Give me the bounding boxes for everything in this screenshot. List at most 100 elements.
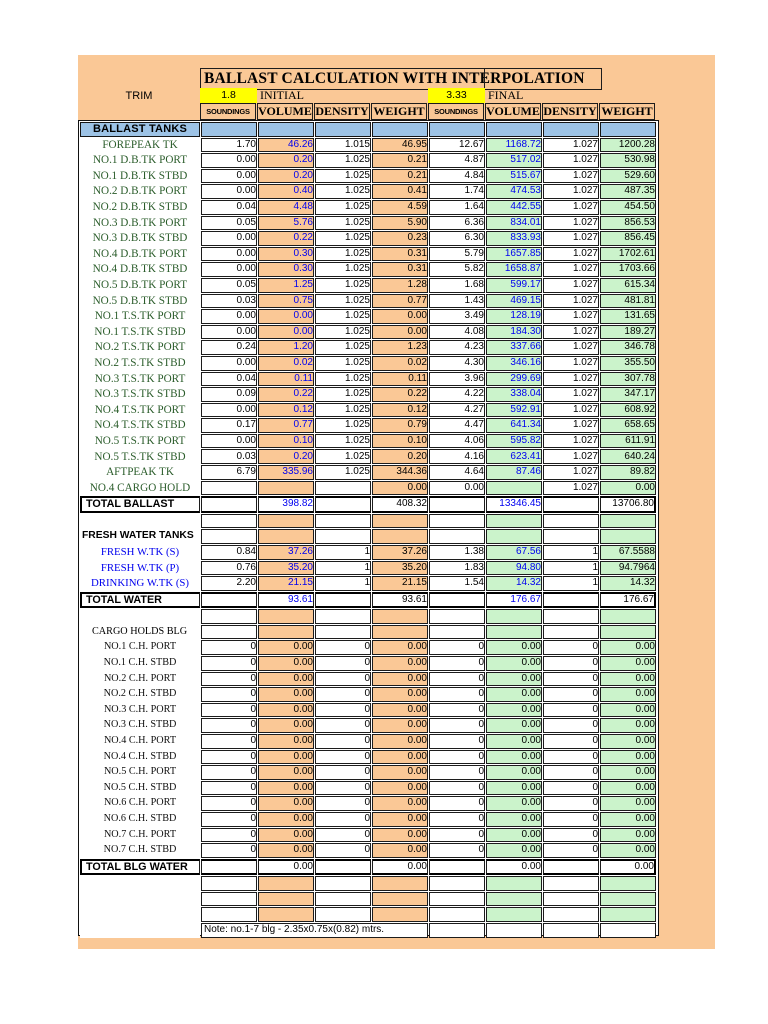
cell — [258, 907, 314, 922]
cell: 0.77 — [372, 293, 428, 309]
cell: 1.027 — [543, 355, 599, 371]
cell: 398.82 — [258, 496, 314, 513]
cell: 0.84 — [201, 544, 257, 560]
cell: 1703.66 — [600, 262, 656, 277]
cell: 0 — [429, 796, 485, 811]
cell — [201, 529, 257, 544]
cell — [429, 923, 485, 938]
cell: 2.20 — [201, 576, 257, 591]
cell — [543, 609, 599, 624]
cell — [258, 122, 314, 137]
cell: 0.10 — [258, 433, 314, 449]
cell: 1.025 — [315, 387, 371, 402]
table-row: NO.3 D.B.TK PORT 0.05 5.76 1.025 5.90 6.36 834… — [80, 215, 656, 231]
cell: 0.00 — [201, 402, 257, 418]
cell: 1.025 — [315, 246, 371, 262]
cell: 1.025 — [315, 231, 371, 246]
cell: 1.027 — [543, 215, 599, 231]
cell — [258, 529, 314, 544]
cell: 1.027 — [543, 433, 599, 449]
cell: 0 — [543, 796, 599, 811]
cell: 0.02 — [372, 355, 428, 371]
cell: 1.025 — [315, 184, 371, 199]
cell: 1.027 — [543, 153, 599, 168]
cell: 0.00 — [600, 749, 656, 765]
row-label: NO.3 C.H. PORT — [80, 702, 200, 718]
cell: 0 — [543, 765, 599, 780]
cell: 608.92 — [600, 402, 656, 418]
cell — [543, 923, 599, 938]
cell: 0 — [429, 843, 485, 858]
row-label: NO.4 CARGO HOLD — [80, 480, 200, 496]
cell: 0.00 — [201, 168, 257, 184]
row-label — [80, 609, 200, 624]
cell: 37.26 — [372, 544, 428, 560]
cell: 1.027 — [543, 418, 599, 433]
cell — [315, 876, 371, 891]
cell — [258, 891, 314, 907]
cell: 189.27 — [600, 324, 656, 340]
trim-initial-value: 1.8 — [200, 88, 257, 103]
cell: 0 — [201, 702, 257, 718]
cell: 4.59 — [372, 199, 428, 215]
table-row: FRESH W.TK (S) 0.84 37.26 1 37.26 1.38 67.56 1 6… — [80, 544, 656, 560]
cell: 0 — [201, 811, 257, 827]
cell: 0.00 — [600, 780, 656, 796]
cell: 0.03 — [201, 293, 257, 309]
cell: 0.00 — [372, 843, 428, 858]
row-label — [80, 923, 200, 938]
table-row: NO.4 D.B.TK STBD 0.00 0.30 1.025 0.31 5.82 165… — [80, 262, 656, 277]
cell: 0.00 — [600, 796, 656, 811]
cell: 3.49 — [429, 309, 485, 324]
cell: 5.90 — [372, 215, 428, 231]
cell: 0.02 — [258, 355, 314, 371]
cell — [429, 891, 485, 907]
cell: 4.06 — [429, 433, 485, 449]
cell: 0 — [315, 843, 371, 858]
row-label: NO.4 C.H. PORT — [80, 733, 200, 749]
row-label: NO.4 T.S.TK PORT — [80, 402, 200, 418]
cell: 4.64 — [429, 465, 485, 480]
table-row — [80, 513, 656, 529]
cell — [600, 529, 656, 544]
cell: 599.17 — [486, 277, 542, 293]
cell: 0.00 — [372, 480, 428, 496]
title-cell-divider — [484, 68, 485, 90]
cell — [372, 891, 428, 907]
table-row: NO.4 CARGO HOLD 0.00 0.00 1.027 0.00 — [80, 480, 656, 496]
cell: 89.82 — [600, 465, 656, 480]
cell: 0.00 — [372, 780, 428, 796]
table-row: NO.1 D.B.TK PORT 0.00 0.20 1.025 0.21 4.87 517… — [80, 153, 656, 168]
cell: 93.61 — [258, 591, 314, 609]
cell: 337.66 — [486, 340, 542, 355]
cell: 338.04 — [486, 387, 542, 402]
cell: 0.12 — [372, 402, 428, 418]
cell: 6.30 — [429, 231, 485, 246]
cell — [486, 513, 542, 529]
cell: 346.78 — [600, 340, 656, 355]
cell: 35.20 — [372, 560, 428, 576]
table-row: NO.1 D.B.TK STBD 0.00 0.20 1.025 0.21 4.84 515… — [80, 168, 656, 184]
table-row: BALLAST TANKS — [80, 122, 656, 137]
cell: 0.00 — [258, 811, 314, 827]
cell: 0.22 — [258, 231, 314, 246]
cell: 0 — [543, 687, 599, 702]
ballast-table: BALLAST TANKS FOREPEAK TK 1.70 46.26 1.015 46… — [78, 120, 659, 938]
row-label: NO.2 D.B.TK STBD — [80, 199, 200, 215]
cell: 0.00 — [372, 718, 428, 733]
row-label: NO.2 T.S.TK STBD — [80, 355, 200, 371]
row-label: NO.2 C.H. STBD — [80, 687, 200, 702]
cell: 0 — [201, 780, 257, 796]
cell: 0 — [315, 780, 371, 796]
cell: 0 — [543, 827, 599, 843]
table-row: TOTAL WATER 93.61 93.61 176.67 176.67 — [80, 591, 656, 609]
cell — [429, 609, 485, 624]
cell: 0.00 — [429, 480, 485, 496]
table-row: NO.7 C.H. STBD 0 0.00 0 0.00 0 0.00 0 0.00 — [80, 843, 656, 858]
cell: 0.00 — [201, 153, 257, 168]
cell — [600, 122, 656, 137]
cell: 0.23 — [372, 231, 428, 246]
cell: 1.38 — [429, 544, 485, 560]
cell — [372, 122, 428, 137]
cell — [543, 891, 599, 907]
